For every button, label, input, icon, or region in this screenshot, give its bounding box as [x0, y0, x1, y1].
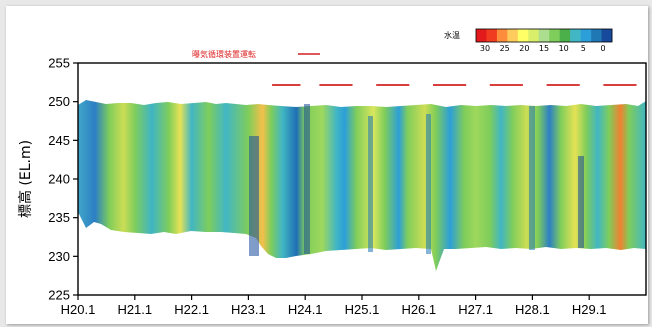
colorbar-swatch — [570, 29, 581, 42]
cold-bands — [249, 104, 584, 256]
aerator-label: 曝気循環装置運転 — [192, 49, 256, 59]
x-tick-label: H25.1 — [345, 302, 380, 317]
y-axis: 225 230 235 240 245 250 255 — [48, 56, 78, 303]
colorbar-tick-label: 15 — [539, 44, 549, 53]
y-tick-label: 225 — [48, 288, 70, 303]
colorbar-swatch — [538, 29, 550, 42]
x-tick-label: H20.1 — [61, 302, 96, 317]
colorbar-border — [475, 28, 613, 43]
x-tick-label: H22.1 — [174, 302, 209, 317]
x-tick-label: H28.1 — [515, 302, 550, 317]
colorbar-swatch — [580, 29, 592, 42]
y-tick-label: 245 — [48, 133, 70, 148]
colorbar-tick-label: 0 — [600, 44, 605, 53]
x-tick-label: H27.1 — [458, 302, 493, 317]
colorbar-swatch — [601, 29, 613, 42]
x-axis: H20.1 H21.1 H22.1 H23.1 H24.1 H25.1 H26.1 H27.1… — [61, 295, 607, 317]
colorbar-tick-label: 10 — [559, 44, 569, 53]
y-tick-label: 255 — [48, 56, 70, 71]
y-tick-label: 250 — [48, 94, 70, 109]
x-tick-label: H24.1 — [288, 302, 323, 317]
colorbar-swatch — [496, 29, 508, 42]
isotherm-region — [78, 100, 646, 271]
x-tick-label: H21.1 — [117, 302, 152, 317]
y-axis-label: 標高 (EL.m) — [17, 140, 34, 218]
colorbar-swatch — [528, 29, 540, 42]
chart-frame: 225 230 235 240 245 250 255 H20.1 H21.1 H22.1 H23… — [6, 6, 648, 324]
x-tick-label: H23.1 — [231, 302, 266, 317]
y-tick-label: 230 — [48, 249, 70, 264]
colorbar: 30 25 20 15 10 5 0 — [475, 28, 613, 53]
x-tick-label: H29.1 — [572, 302, 607, 317]
colorbar-swatch — [517, 29, 529, 42]
colorbar-tick-label: 30 — [480, 44, 490, 53]
colorbar-swatch — [476, 29, 487, 42]
colorbar-swatch — [486, 29, 498, 42]
colorbar-tick-label: 25 — [500, 44, 510, 53]
colorbar-swatch — [591, 29, 602, 42]
x-tick-label: H26.1 — [401, 302, 436, 317]
colorbar-swatch — [559, 29, 571, 42]
colorbar-tick-label: 5 — [581, 44, 586, 53]
colorbar-tick-label: 20 — [519, 44, 529, 53]
colorbar-swatch — [549, 29, 560, 42]
y-tick-label: 240 — [48, 172, 70, 187]
y-tick-label: 235 — [48, 210, 70, 225]
colorbar-label: 水温 — [444, 30, 460, 40]
colorbar-swatch — [507, 29, 519, 42]
